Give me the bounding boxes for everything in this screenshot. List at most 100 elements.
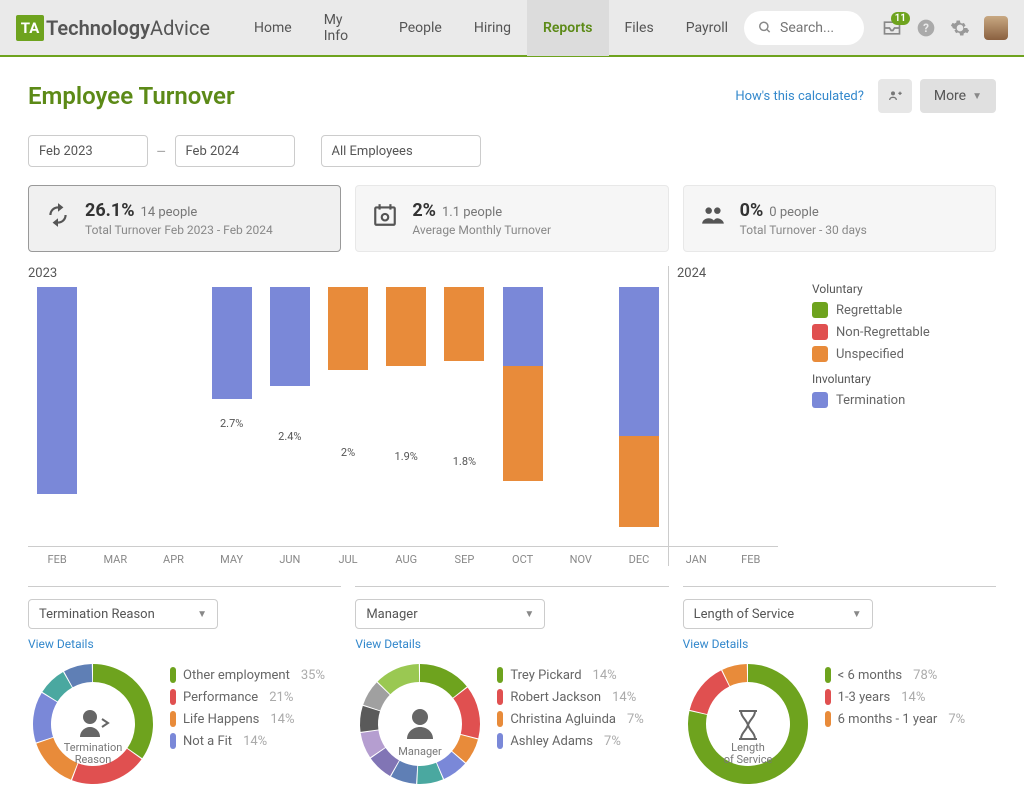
bar-col[interactable] [669, 287, 724, 546]
donut-slice[interactable] [420, 664, 467, 698]
month-label: JUN [261, 553, 319, 566]
donut-slice[interactable] [689, 670, 729, 714]
donut-legend: Other employment35% Performance21% Life Ha… [170, 659, 325, 749]
donut-legend-item[interactable]: Robert Jackson14% [497, 689, 643, 705]
bar-value-label: 2% [341, 446, 355, 459]
stat-line2: Total Turnover Feb 2023 - Feb 2024 [85, 223, 273, 237]
nav-item-reports[interactable]: Reports [527, 0, 609, 56]
view-details-link[interactable]: View Details [355, 637, 421, 651]
bar-col[interactable]: 5.8% [610, 287, 668, 546]
bar-col[interactable] [724, 287, 779, 546]
donut-legend-item[interactable]: Life Happens14% [170, 711, 325, 727]
donut-legend-item[interactable]: < 6 months78% [825, 667, 966, 683]
donut-legend-item[interactable]: Performance21% [170, 689, 325, 705]
chart-right: 2024 JANFEB [668, 266, 778, 566]
bar-col[interactable]: 2.7% [203, 287, 261, 546]
donut-select[interactable]: Termination Reason▼ [28, 599, 218, 629]
notif-badge: 11 [891, 12, 910, 25]
svg-text:of Service: of Service [723, 753, 772, 766]
logo-mark: TA [16, 15, 44, 41]
search-box[interactable] [744, 11, 864, 45]
month-label: FEB [724, 553, 779, 566]
legend-swatch [812, 324, 828, 340]
donut-select[interactable]: Manager▼ [355, 599, 545, 629]
donut-legend-item[interactable]: Trey Pickard14% [497, 667, 643, 683]
bar-col[interactable]: 2% [319, 287, 377, 546]
donut-legend-swatch [825, 711, 831, 727]
month-label: APR [144, 553, 202, 566]
share-button[interactable] [878, 79, 912, 113]
svg-text:Reason: Reason [75, 753, 112, 766]
donut-slice[interactable] [33, 693, 57, 743]
year-left-label: 2023 [28, 266, 668, 281]
chart-left: 2023 5%2.7%2.4%2%1.9%1.8%4.7%5.8% FEBMAR… [28, 266, 668, 566]
donut-legend-item[interactable]: 1-3 years14% [825, 689, 966, 705]
stat-line2: Average Monthly Turnover [412, 223, 551, 237]
donut-legend-swatch [170, 689, 176, 705]
nav-item-my-info[interactable]: My Info [308, 0, 383, 56]
date-from-select[interactable]: Feb 2023 [28, 135, 148, 167]
nav-item-hiring[interactable]: Hiring [458, 0, 527, 56]
date-to-select[interactable]: Feb 2024 [175, 135, 295, 167]
legend-swatch [812, 346, 828, 362]
more-button[interactable]: More▼ [920, 79, 996, 113]
view-details-link[interactable]: View Details [28, 637, 94, 651]
legend-group-involuntary: Involuntary [812, 372, 978, 386]
svg-text:?: ? [923, 21, 929, 35]
donut-select[interactable]: Length of Service▼ [683, 599, 873, 629]
donut-card: Length of Service▼ View Details Lengthof… [683, 586, 996, 789]
donut-legend-swatch [497, 689, 503, 705]
donut-row: Termination Reason▼ View Details Termina… [28, 586, 996, 789]
legend-item[interactable]: Termination [812, 392, 978, 408]
page: Employee Turnover How's this calculated?… [0, 57, 1024, 811]
nav-item-files[interactable]: Files [609, 0, 670, 56]
nav-item-payroll[interactable]: Payroll [670, 0, 744, 56]
bar-col[interactable]: 1.9% [377, 287, 435, 546]
donut-slice[interactable] [360, 706, 380, 732]
stat-line2: Total Turnover - 30 days [740, 223, 867, 237]
donut-chart: TerminationReason [28, 659, 158, 789]
donut-slice[interactable] [454, 687, 481, 738]
bar-segment [328, 287, 368, 370]
legend-item[interactable]: Regrettable [812, 302, 978, 318]
page-title: Employee Turnover [28, 82, 235, 110]
avatar[interactable] [984, 16, 1008, 40]
inbox-icon[interactable]: 11 [882, 18, 902, 38]
donut-legend-item[interactable]: 6 months - 1 year7% [825, 711, 966, 727]
gear-icon[interactable] [950, 18, 970, 38]
donut-legend-item[interactable]: Ashley Adams7% [497, 733, 643, 749]
help-icon[interactable]: ? [916, 18, 936, 38]
stat-card[interactable]: 2%1.1 people Average Monthly Turnover [355, 185, 668, 252]
bar-col[interactable]: 4.7% [494, 287, 552, 546]
donut-card: Manager▼ View Details Manager Trey Picka… [355, 586, 668, 789]
search-icon [758, 20, 772, 35]
stat-card[interactable]: 0%0 people Total Turnover - 30 days [683, 185, 996, 252]
bar-col[interactable]: 2.4% [261, 287, 319, 546]
donut-legend-item[interactable]: Other employment35% [170, 667, 325, 683]
month-label: OCT [494, 553, 552, 566]
donut-legend-item[interactable]: Christina Agluinda7% [497, 711, 643, 727]
bar-col[interactable]: 1.8% [435, 287, 493, 546]
bar-col[interactable]: 5% [28, 287, 86, 546]
search-input[interactable] [780, 20, 850, 36]
bar-col[interactable] [144, 287, 202, 546]
legend-swatch [812, 392, 828, 408]
donut-legend-swatch [497, 711, 503, 727]
svg-text:Manager: Manager [399, 745, 443, 758]
logo-text: TechnologyAdvice [46, 16, 210, 40]
donut-legend-swatch [497, 667, 503, 683]
legend-item[interactable]: Non-Regrettable [812, 324, 978, 340]
view-details-link[interactable]: View Details [683, 637, 749, 651]
date-dash: – [156, 142, 167, 161]
month-label: JUL [319, 553, 377, 566]
legend-item[interactable]: Unspecified [812, 346, 978, 362]
nav-item-home[interactable]: Home [238, 0, 308, 56]
bar-col[interactable] [86, 287, 144, 546]
stat-card[interactable]: 26.1%14 people Total Turnover Feb 2023 -… [28, 185, 341, 252]
nav-item-people[interactable]: People [383, 0, 458, 56]
calc-link[interactable]: How's this calculated? [735, 89, 864, 104]
logo[interactable]: TA TechnologyAdvice [16, 15, 210, 41]
donut-legend-item[interactable]: Not a Fit14% [170, 733, 325, 749]
bar-col[interactable] [552, 287, 610, 546]
scope-select[interactable]: All Employees [321, 135, 481, 167]
